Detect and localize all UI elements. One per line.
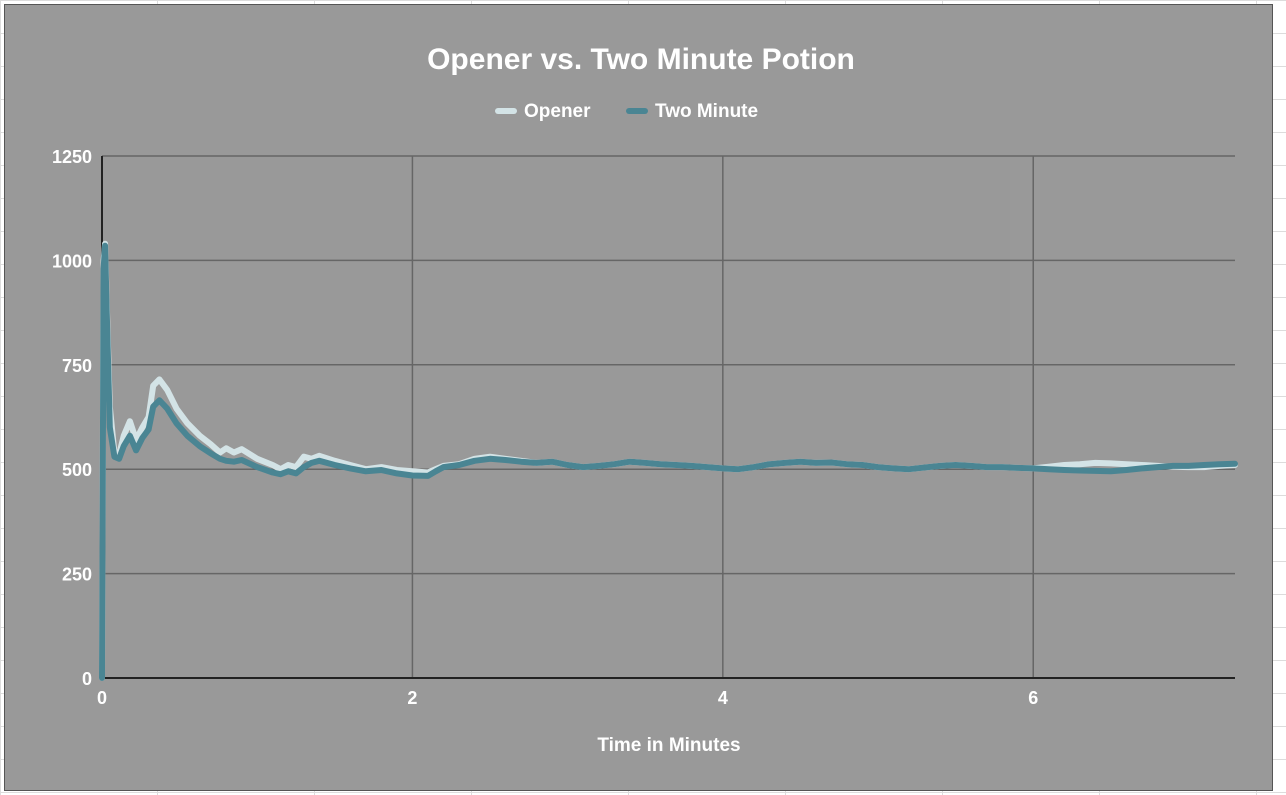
- chart-container[interactable]: Opener vs. Two Minute Potion Opener Two M…: [4, 4, 1273, 791]
- y-tick-label: 500: [62, 460, 92, 480]
- legend: Opener Two Minute: [495, 101, 758, 122]
- x-tick-label: 6: [1028, 688, 1038, 708]
- x-axis-label: Time in Minutes: [597, 735, 740, 756]
- chart-title: Opener vs. Two Minute Potion: [427, 43, 855, 76]
- y-tick-label: 750: [62, 356, 92, 376]
- x-tick-label: 0: [97, 688, 107, 708]
- x-tick-label: 2: [407, 688, 417, 708]
- grid-lines: [102, 155, 1235, 678]
- axes: 0 250 500 750 1000 1250 0 2 4 6: [52, 147, 1235, 708]
- x-tick-label: 4: [718, 688, 728, 708]
- series-line-two-minute: [99, 242, 1238, 681]
- line-chart: Opener vs. Two Minute Potion Opener Two M…: [52, 43, 1238, 756]
- legend-label: Two Minute: [655, 101, 758, 122]
- y-tick-label: 250: [62, 565, 92, 585]
- y-tick-label: 0: [82, 669, 92, 689]
- series-line-opener: [99, 240, 1238, 681]
- y-tick-label: 1250: [52, 147, 92, 167]
- series-lines: [99, 240, 1238, 681]
- legend-label: Opener: [524, 101, 591, 122]
- y-tick-label: 1000: [52, 251, 92, 271]
